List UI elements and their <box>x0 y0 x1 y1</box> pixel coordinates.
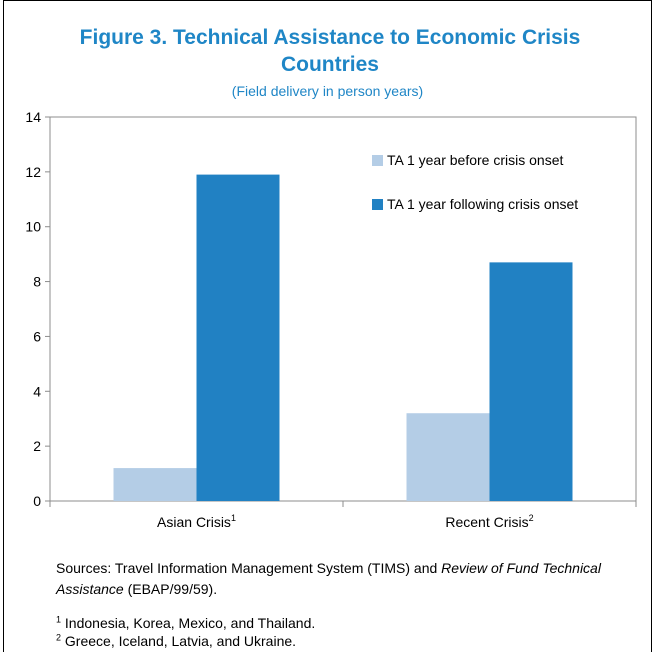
legend-swatch-after <box>372 199 383 210</box>
bar-before-recent-crisis <box>406 413 490 501</box>
chart-title: Figure 3. Technical Assistance to Econom… <box>79 26 581 76</box>
sources-prefix: Sources: Travel Information Management S… <box>56 560 442 576</box>
frame-right-border <box>651 0 652 652</box>
footnote-2-marker: 2 <box>56 632 62 643</box>
footnote-1-marker: 1 <box>56 614 62 625</box>
bar-chart: 0 2 4 6 8 10 12 14 Asian Crisis1 Recent Crisis2 TA… <box>25 109 637 530</box>
legend-label: TA 1 year following crisis onset <box>387 196 578 212</box>
y-tick-label: 2 <box>33 438 41 454</box>
legend-swatch-before <box>372 155 383 166</box>
bar-before-asian-crisis <box>113 468 197 501</box>
y-tick-label: 6 <box>33 328 41 344</box>
y-tick-label: 0 <box>33 493 41 509</box>
y-tick-label: 4 <box>33 383 41 399</box>
chart-subtitle: (Field delivery in person years) <box>231 83 424 99</box>
sources-italic-title: Review of Fund Technical Assistance <box>56 560 601 597</box>
y-tick-label: 8 <box>33 274 41 290</box>
y-tick-label: 12 <box>25 164 41 180</box>
bar-after-asian-crisis <box>196 174 280 501</box>
sources-note: Sources: Travel Information Management S… <box>56 558 641 600</box>
footnote-2-text: Greece, Iceland, Latvia, and Ukraine. <box>64 633 297 649</box>
footnote-1: 1 Indonesia, Korea, Mexico, and Thailand… <box>56 614 315 632</box>
category-label: Asian Crisis1 <box>157 513 236 530</box>
y-tick-label: 10 <box>25 219 41 235</box>
bar-after-recent-crisis <box>489 262 573 501</box>
category-label: Recent Crisis2 <box>445 513 533 530</box>
footnote-1-text: Indonesia, Korea, Mexico, and Thailand. <box>64 615 316 631</box>
footnote-2: 2 Greece, Iceland, Latvia, and Ukraine. <box>56 632 296 650</box>
sources-suffix: (EBAP/99/59). <box>123 581 218 597</box>
y-tick-label: 14 <box>25 109 41 125</box>
frame-top-border <box>3 0 652 1</box>
frame-left-border <box>3 0 4 652</box>
legend-label: TA 1 year before crisis onset <box>387 152 563 168</box>
